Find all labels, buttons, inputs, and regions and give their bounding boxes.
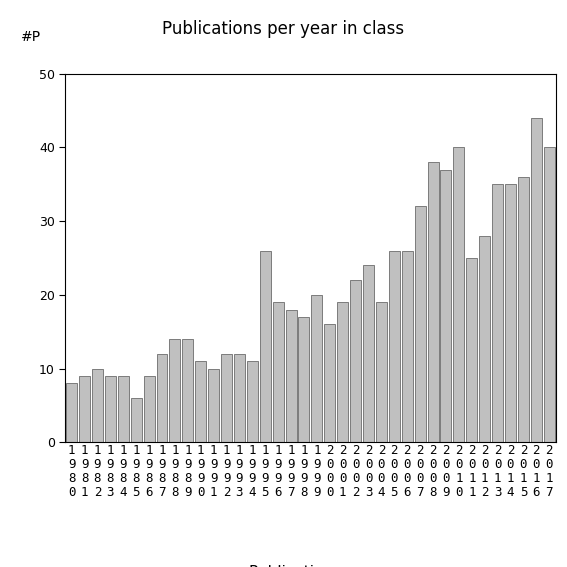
Bar	[143, 376, 155, 442]
Bar	[337, 302, 348, 442]
Bar	[479, 236, 490, 442]
Bar	[466, 258, 477, 442]
Bar	[505, 184, 516, 442]
Bar	[492, 184, 503, 442]
Bar	[247, 361, 258, 442]
Bar	[260, 251, 271, 442]
Bar	[441, 170, 451, 442]
Bar	[183, 339, 193, 442]
Bar	[118, 376, 129, 442]
Bar	[286, 310, 297, 442]
Bar	[414, 206, 426, 442]
Bar	[363, 265, 374, 442]
Bar	[350, 280, 361, 442]
Bar	[221, 354, 232, 442]
Bar	[66, 383, 77, 442]
Bar	[402, 251, 413, 442]
Bar	[234, 354, 245, 442]
Bar	[531, 118, 542, 442]
Bar	[208, 369, 219, 442]
X-axis label: Publication year: Publication year	[249, 565, 372, 567]
Bar	[273, 302, 284, 442]
Text: #P: #P	[21, 30, 41, 44]
Bar	[92, 369, 103, 442]
Bar	[298, 317, 310, 442]
Bar	[454, 147, 464, 442]
Bar	[311, 295, 323, 442]
Bar	[156, 354, 167, 442]
Bar	[324, 324, 335, 442]
Text: Publications per year in class: Publications per year in class	[162, 20, 405, 38]
Bar	[544, 147, 555, 442]
Bar	[170, 339, 180, 442]
Bar	[79, 376, 90, 442]
Bar	[105, 376, 116, 442]
Bar	[518, 177, 529, 442]
Bar	[428, 162, 438, 442]
Bar	[195, 361, 206, 442]
Bar	[131, 398, 142, 442]
Bar	[376, 302, 387, 442]
Bar	[389, 251, 400, 442]
